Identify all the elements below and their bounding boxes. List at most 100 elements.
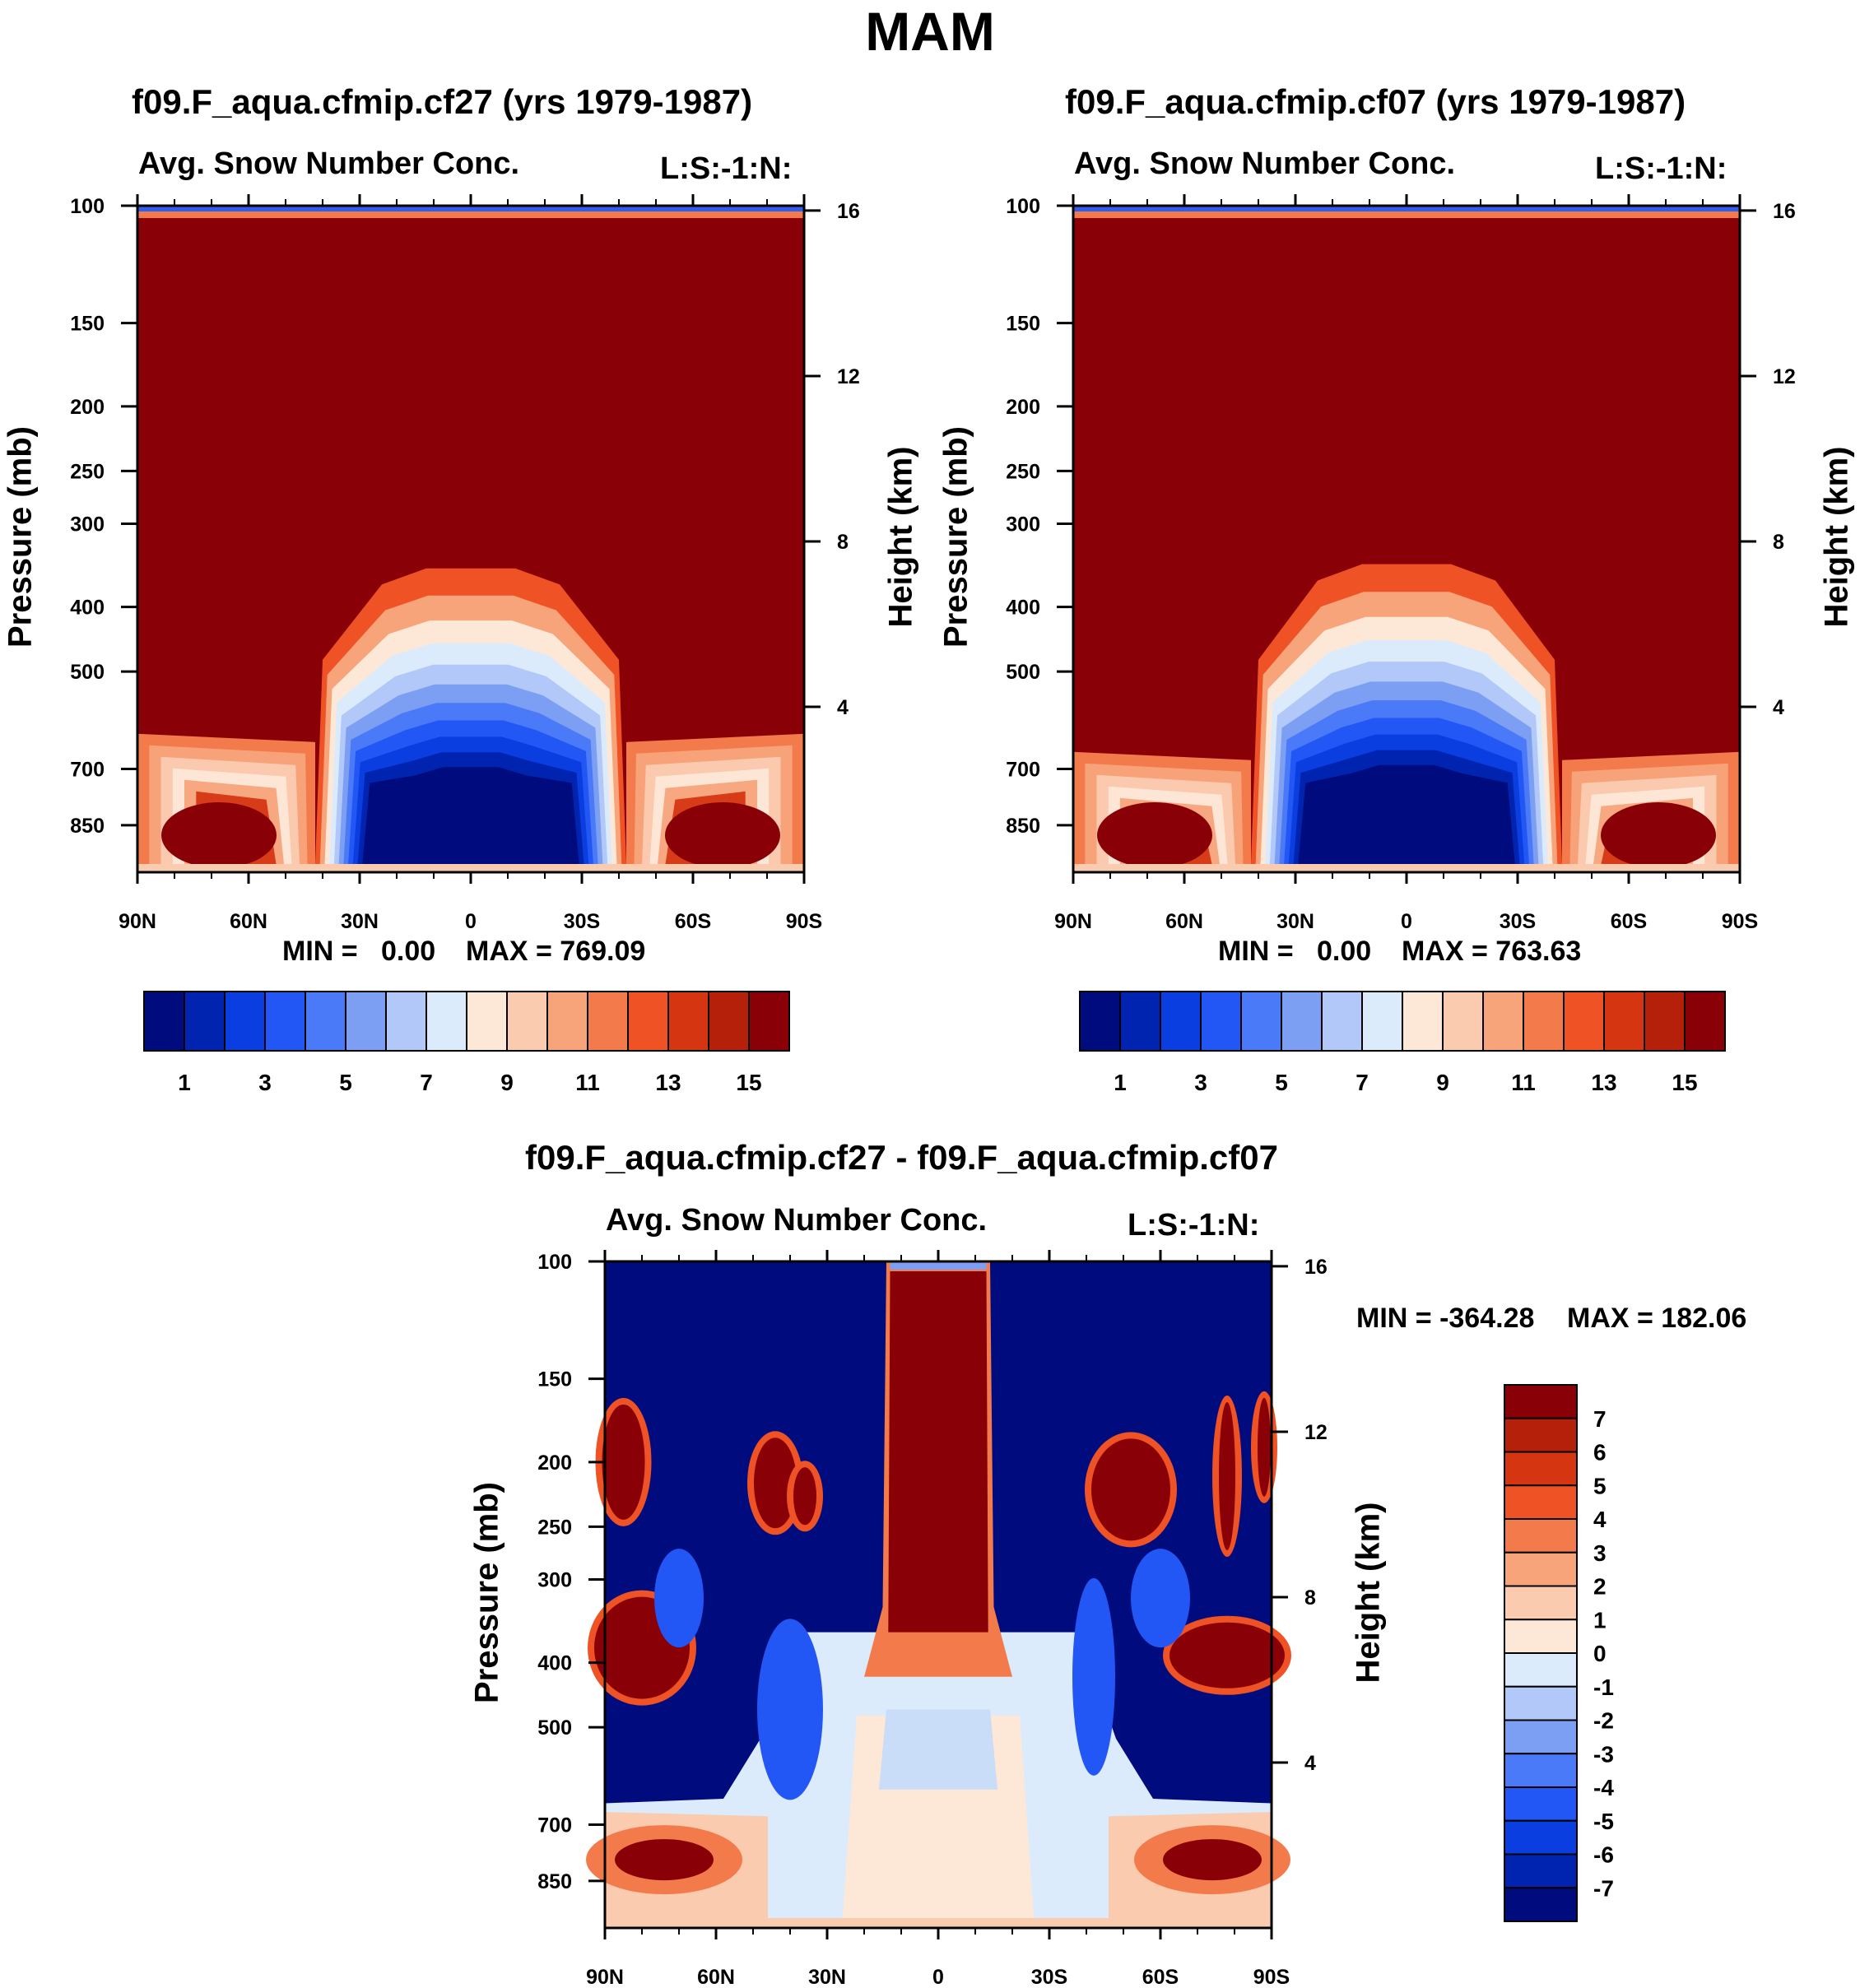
x-tick-label: 60S <box>1142 1966 1179 1988</box>
y-tick-label: 200 <box>70 396 105 419</box>
colorbar-label: -5 <box>1593 1809 1614 1834</box>
y-tick-label: 500 <box>537 1716 572 1740</box>
y2-tick-label: 8 <box>1304 1586 1316 1609</box>
midlat-core-south <box>665 802 780 869</box>
colorbar-label: -3 <box>1593 1741 1614 1767</box>
panel2-colorbar-boxes: 1 3 5 7 9 11 13 15 <box>1079 991 1726 1095</box>
y-tick-label: 100 <box>70 195 105 218</box>
x-tick-label: 30N <box>1276 910 1314 933</box>
blob-upper-north-35 <box>793 1467 816 1526</box>
colorbar-box <box>1504 1887 1578 1922</box>
panel2-plot: 100 150 200 250 300 400 500 700 850 16 12 8 4 90N 60N 3… <box>1006 194 1796 933</box>
panel3-y2label: Height (km) <box>1350 1502 1387 1684</box>
x-tick-label: 30N <box>341 910 379 933</box>
surface-strip <box>137 864 804 872</box>
x-tick-label: 90N <box>119 910 156 933</box>
x-tick-label: 30S <box>1031 1966 1067 1988</box>
y-tick-label: 150 <box>70 313 105 336</box>
panel1-plot: 100 150 200 250 300 400 500 700 850 16 12 8 4 90N 60N 3… <box>70 194 860 933</box>
colorbar-label: 13 <box>655 1070 681 1095</box>
y2-tick-label: 12 <box>837 365 860 388</box>
panel1-field <box>137 206 804 872</box>
colorbar-box <box>708 991 750 1052</box>
y-tick-label: 200 <box>1006 396 1040 419</box>
colorbar-label: -7 <box>1593 1875 1614 1901</box>
panel2-corner-label: L:S:-1:N: <box>1595 151 1727 186</box>
panel3-corner-label: L:S:-1:N: <box>1128 1208 1260 1242</box>
x-tick-label: 60S <box>1611 910 1647 933</box>
colorbar-box <box>1563 991 1605 1052</box>
colorbar-box <box>305 991 346 1052</box>
panel3-subtitle: Avg. Snow Number Conc. <box>606 1203 988 1238</box>
blue-patch-1 <box>1072 1577 1115 1776</box>
panel1-ylabel: Pressure (mb) <box>2 426 39 648</box>
colorbar-box <box>184 991 226 1052</box>
x-tick-label: 90S <box>1253 1966 1290 1988</box>
column-top-notch <box>890 1261 987 1270</box>
panel3-field <box>586 1261 1291 1928</box>
colorbar-box <box>1504 1619 1578 1654</box>
blue-patch-0 <box>654 1549 704 1648</box>
colorbar-label: -6 <box>1593 1842 1614 1868</box>
colorbar-label: 2 <box>1593 1574 1607 1600</box>
colorbar-box <box>627 991 669 1052</box>
blob-upper-south-edge <box>1258 1397 1271 1497</box>
panel3-axes: 100 150 200 250 300 400 500 700 850 16 12 8 4 90N 60N 3… <box>537 1250 1328 1988</box>
colorbar-label: 1 <box>1114 1070 1127 1095</box>
panel1-y2label: Height (km) <box>882 446 919 628</box>
x-tick-label: 90N <box>1054 910 1092 933</box>
blob-upper-north-40 <box>754 1438 797 1529</box>
colorbar-box <box>1504 1551 1578 1587</box>
colorbar-label: 7 <box>1355 1070 1369 1095</box>
surface-strip <box>1073 864 1740 872</box>
colorbar-box <box>587 991 629 1052</box>
colorbar-box <box>1603 991 1645 1052</box>
blue-patch-2 <box>757 1619 823 1800</box>
colorbar-box <box>1504 1652 1578 1688</box>
panel3-ylabel: Pressure (mb) <box>468 1482 505 1703</box>
colorbar-box <box>546 991 588 1052</box>
x-tick-label: 0 <box>465 910 477 933</box>
panel1-colorbar: 1 3 5 7 9 11 13 15 <box>143 991 790 1095</box>
y-tick-label: 700 <box>1006 759 1040 782</box>
colorbar-label: 3 <box>1593 1540 1607 1566</box>
panel2-ylabel: Pressure (mb) <box>937 426 974 648</box>
panel3-colorbar: 7 6 5 4 3 2 1 0 -1 -2 -3 -4 -5 -6 -7 <box>1504 1384 1614 1922</box>
x-tick-label: 0 <box>932 1966 944 1988</box>
colorbar-box <box>1504 1853 1578 1889</box>
top-band-edge <box>1073 211 1740 218</box>
colorbar-label: 0 <box>1593 1641 1607 1666</box>
y-tick-label: 300 <box>1006 513 1040 536</box>
colorbar-label: 3 <box>1194 1070 1207 1095</box>
colorbar-box <box>1644 991 1686 1052</box>
x-tick-label: 30S <box>1500 910 1536 933</box>
colorbar-box <box>1079 991 1121 1052</box>
tropical-dome-layer-10 <box>1298 764 1515 864</box>
colorbar-box <box>1240 991 1282 1052</box>
y-tick-label: 300 <box>537 1568 572 1591</box>
colorbar-box <box>1119 991 1161 1052</box>
colorbar-box <box>385 991 427 1052</box>
panel1-title: f09.F_aqua.cfmip.cf27 (yrs 1979-1987) <box>132 82 753 121</box>
panel2-colorbar: 1 3 5 7 9 11 13 15 <box>1079 991 1726 1095</box>
colorbar-box <box>1402 991 1444 1052</box>
x-tick-label: 90S <box>786 910 822 933</box>
y-tick-label: 400 <box>1006 597 1040 620</box>
colorbar-label: 7 <box>1593 1406 1607 1432</box>
colorbar-box <box>1684 991 1726 1052</box>
central-column-core <box>888 1271 988 1633</box>
colorbar-box <box>143 991 185 1052</box>
y2-tick-label: 8 <box>837 531 849 554</box>
y2-tick-label: 16 <box>1773 200 1796 223</box>
colorbar-box <box>1504 1451 1578 1487</box>
colorbar-label: 13 <box>1591 1070 1616 1095</box>
midlat-core-north <box>161 802 277 869</box>
x-tick-label: 90N <box>586 1966 624 1988</box>
colorbar-label: 3 <box>258 1070 272 1095</box>
figure-title: MAM <box>865 1 995 62</box>
colorbar-box <box>1160 991 1202 1052</box>
y2-tick-label: 12 <box>1773 365 1796 388</box>
colorbar-box <box>1361 991 1403 1052</box>
colorbar-box <box>506 991 548 1052</box>
x-tick-label: 60N <box>1165 910 1203 933</box>
